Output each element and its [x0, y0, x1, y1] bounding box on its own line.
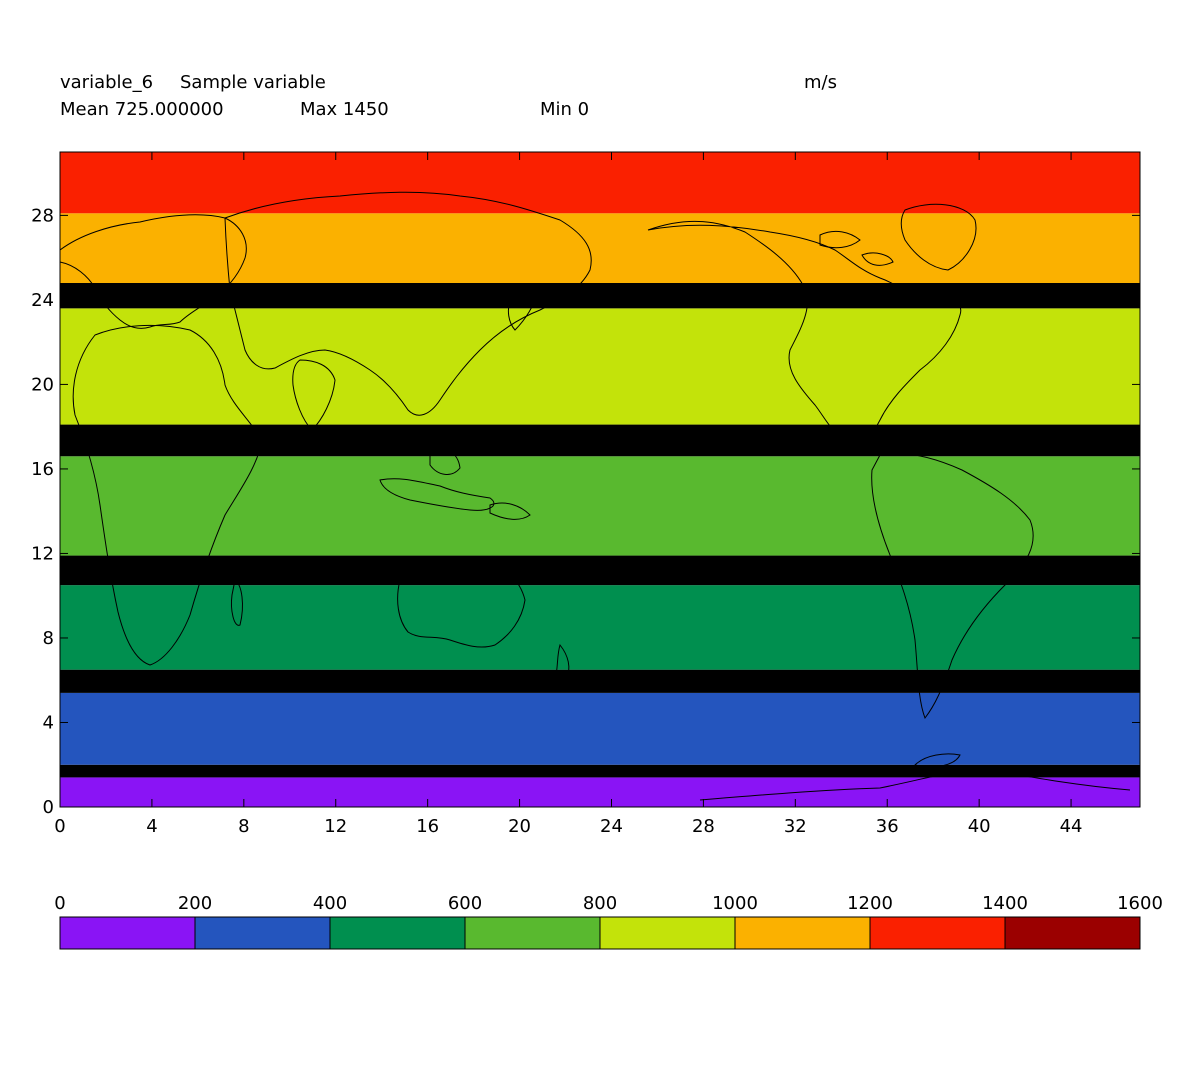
colorbar-swatch [194, 916, 331, 950]
colorbar-swatch [464, 916, 601, 950]
min-label: Min 0 [540, 99, 590, 120]
colorbar-swatch [329, 916, 466, 950]
x-tick-label: 44 [1060, 816, 1083, 837]
y-tick-label: 12 [31, 543, 54, 564]
colorbar-tick-label: 1000 [712, 893, 758, 914]
y-tick-label: 0 [43, 797, 54, 818]
south-america-outline [871, 452, 1034, 720]
india-outline [292, 359, 336, 431]
indonesia-outline [379, 478, 495, 511]
japan-outline [507, 286, 539, 331]
madagascar-outline [231, 579, 243, 626]
colorbar: 0 200 400 600 800 1000 1200 1400 1600 [54, 893, 1163, 950]
max-label: Max 1450 [300, 99, 389, 120]
colorbar-tick-label: 0 [54, 893, 65, 914]
band-10 [60, 213, 1140, 283]
band-7 [60, 424, 1140, 457]
band-9 [60, 283, 1140, 309]
north-america-outline [647, 220, 962, 443]
band-2 [60, 692, 1140, 765]
new-zealand-outline [554, 643, 570, 687]
plot-frame [59, 151, 1141, 808]
antarctic-peninsula-outline [914, 753, 961, 768]
x-tick-label: 40 [968, 816, 991, 837]
band-0 [60, 777, 1140, 807]
x-tick-label: 12 [324, 816, 347, 837]
x-tick-label: 8 [238, 816, 249, 837]
colorbar-swatch [59, 916, 196, 950]
africa-outline [72, 324, 263, 666]
x-tick-label: 20 [508, 816, 531, 837]
plot-area [60, 152, 1140, 807]
y-tick-label: 24 [31, 290, 54, 311]
greenland-outline [900, 203, 977, 271]
antarctica-outline [699, 767, 1131, 801]
variable-long-name: Sample variable [180, 72, 326, 93]
band-5 [60, 555, 1140, 586]
x-tick-label: 32 [784, 816, 807, 837]
y-tick-label: 8 [43, 628, 54, 649]
colorbar-tick-label: 800 [583, 893, 617, 914]
x-tick-label: 36 [876, 816, 899, 837]
colorbar-tick-label: 400 [313, 893, 347, 914]
band-1 [60, 764, 1140, 778]
variable-name: variable_6 [60, 72, 154, 93]
x-tick-label: 24 [600, 816, 623, 837]
band-3 [60, 669, 1140, 693]
islands-outline [429, 447, 531, 520]
australia-outline [397, 559, 526, 648]
europe-outline [60, 214, 247, 329]
band-11 [60, 152, 1140, 214]
y-tick-label: 4 [43, 712, 54, 733]
arctic-islands-outline [819, 230, 894, 266]
colorbar-swatch [734, 916, 871, 950]
colorbar-tick-label: 600 [448, 893, 482, 914]
continent-outlines [60, 191, 1131, 801]
y-tick-label: 28 [31, 205, 54, 226]
mean-label: Mean 725.000000 [60, 99, 224, 120]
y-tick-label: 16 [31, 459, 54, 480]
x-tick-label: 4 [146, 816, 157, 837]
units-label: m/s [804, 72, 837, 93]
x-tick-label: 0 [54, 816, 65, 837]
colorbar-tick-label: 1600 [1117, 893, 1163, 914]
band-8 [60, 308, 1140, 425]
data-bands [60, 152, 1140, 807]
x-tick-label: 16 [416, 816, 439, 837]
y-tick-label: 20 [31, 374, 54, 395]
band-6 [60, 456, 1140, 556]
colorbar-swatch [1004, 916, 1141, 950]
colorbar-tick-label: 200 [178, 893, 212, 914]
colorbar-swatch [869, 916, 1006, 950]
axes: 0 4 8 12 16 20 24 28 32 36 40 44 0 4 8 12 16 20 24 28 [31, 152, 1140, 837]
colorbar-tick-label: 1200 [847, 893, 893, 914]
colorbar-swatch [599, 916, 736, 950]
x-tick-label: 28 [692, 816, 715, 837]
colorbar-tick-label: 1400 [982, 893, 1028, 914]
band-4 [60, 585, 1140, 670]
asia-outline [224, 191, 592, 416]
